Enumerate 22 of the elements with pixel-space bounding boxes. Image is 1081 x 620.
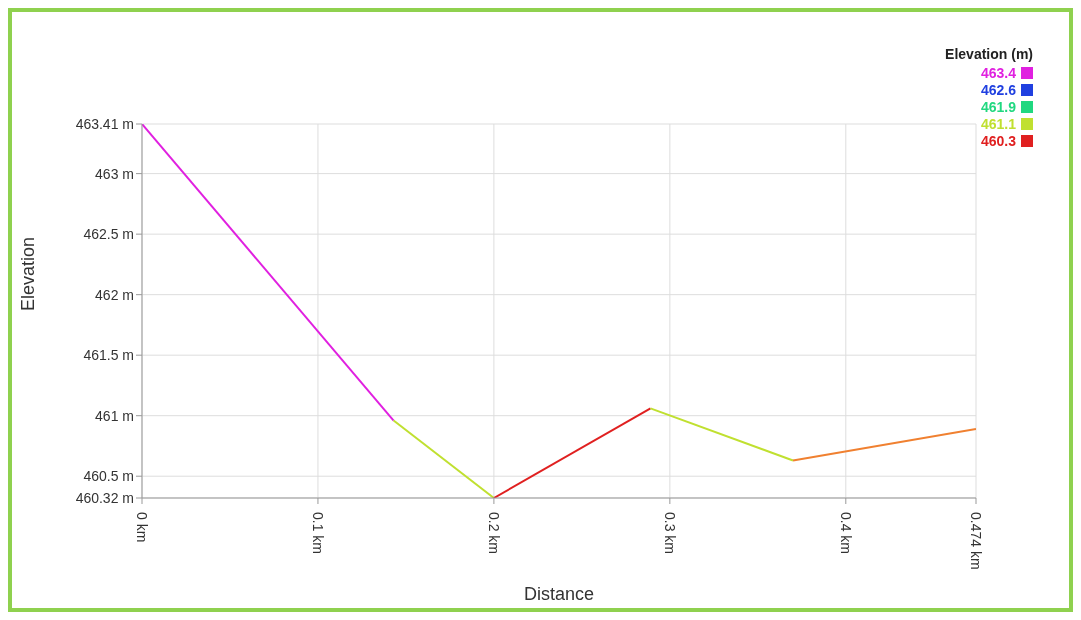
x-axis-title: Distance xyxy=(523,584,595,604)
y-axis-title: Elevation xyxy=(18,236,39,311)
legend-label: 461.9 xyxy=(980,99,1016,115)
y-tick-label: 462.5 m xyxy=(83,226,134,243)
legend-label: 460.3 xyxy=(980,133,1016,149)
legend-label: 462.6 xyxy=(980,82,1016,98)
y-tick-label: 463.41 m xyxy=(75,115,134,132)
legend-title: Elevation (m) xyxy=(945,46,1033,62)
y-tick-label: 460.5 m xyxy=(83,468,134,485)
y-tick-label: 462 m xyxy=(95,286,134,303)
x-tick-label: 0 km xyxy=(134,512,151,543)
y-tick-label: 461 m xyxy=(95,407,134,424)
y-tick-label: 463 m xyxy=(95,165,134,182)
y-tick-label: 461.5 m xyxy=(83,347,134,364)
y-tick-label: 460.32 m xyxy=(75,489,134,506)
x-tick-label: 0.2 km xyxy=(486,512,502,555)
x-tick-label: 0.3 km xyxy=(661,512,678,555)
x-tick-label: 0.474 km xyxy=(968,512,985,570)
x-tick-label: 0.4 km xyxy=(837,512,854,555)
x-tick-label: 0.1 km xyxy=(310,512,327,555)
legend-label: 461.1 xyxy=(980,116,1016,132)
legend-label: 463.4 xyxy=(980,65,1016,81)
